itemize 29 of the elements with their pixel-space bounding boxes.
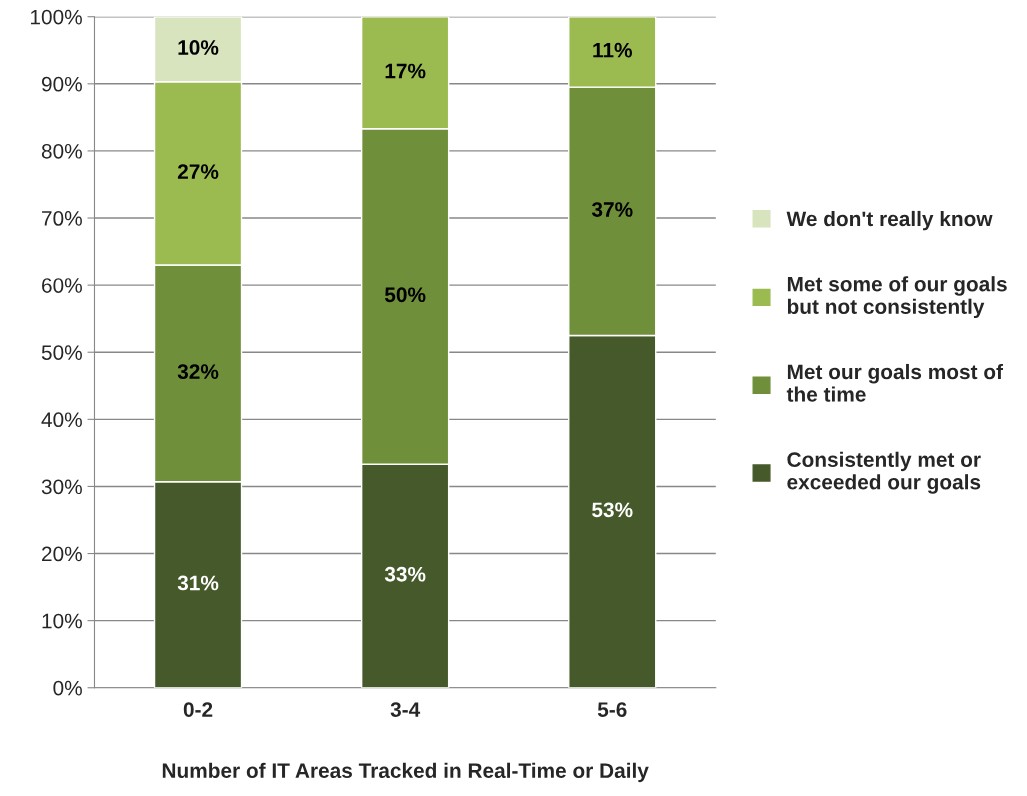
data-label: 53% bbox=[592, 502, 633, 518]
legend-label: Met some of our goals but not consistently bbox=[787, 276, 1007, 319]
legend-label: We don't really know bbox=[786, 210, 993, 231]
data-label: 17% bbox=[385, 63, 426, 79]
legend-label: Met our goals most of the time bbox=[786, 363, 1004, 402]
x-tick-label: 5-6 bbox=[597, 702, 627, 717]
legend-label: Consistently met or exceeded our goals bbox=[787, 451, 981, 494]
data-label: 31% bbox=[177, 575, 219, 591]
y-tick-label: 10% bbox=[42, 613, 82, 629]
data-label: 10% bbox=[178, 40, 219, 55]
data-label: 32% bbox=[177, 364, 219, 379]
y-tick-label: 30% bbox=[41, 479, 82, 495]
x-axis-title: Number of IT Areas Tracked in Real-Time or Daily bbox=[162, 762, 649, 783]
x-tick-label: 0-2 bbox=[183, 702, 213, 717]
data-label: 37% bbox=[591, 202, 633, 217]
x-tick-label: 3-4 bbox=[390, 702, 421, 717]
y-tick-label: 50% bbox=[41, 345, 82, 360]
y-tick-label: 0% bbox=[53, 680, 82, 696]
y-tick-label: 100% bbox=[30, 9, 82, 25]
y-tick-label: 60% bbox=[42, 278, 82, 293]
y-tick-label: 20% bbox=[42, 546, 82, 562]
y-tick-label: 40% bbox=[41, 412, 82, 428]
data-label: 33% bbox=[384, 566, 426, 582]
data-label: 11% bbox=[593, 42, 632, 58]
data-label: 27% bbox=[177, 164, 219, 179]
y-tick-label: 70% bbox=[42, 211, 82, 226]
y-tick-label: 90% bbox=[41, 76, 82, 92]
data-label: 50% bbox=[384, 287, 426, 303]
y-tick-label: 80% bbox=[41, 143, 82, 159]
